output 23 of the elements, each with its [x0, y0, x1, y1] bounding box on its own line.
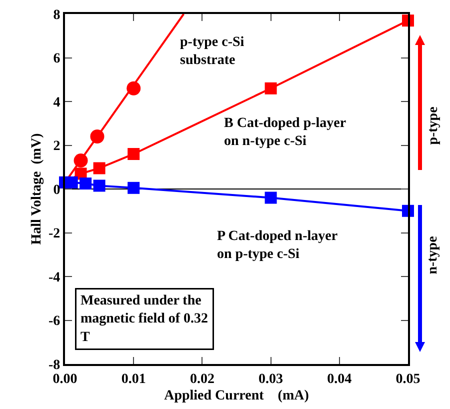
- x-tick-label: 0.05: [396, 372, 420, 387]
- y-axis-title: Hall Voltage (mV): [30, 132, 45, 245]
- y-tick-label: 0: [53, 182, 60, 198]
- y-tick-label: -8: [48, 358, 60, 373]
- x-tick-label: 0.04: [327, 372, 352, 387]
- x-tick-label: 0.00: [52, 372, 78, 387]
- text: p-type: [426, 106, 441, 145]
- y-tick-label: 2: [53, 139, 60, 154]
- x-axis-title: Applied Current (mA): [164, 388, 310, 404]
- y-tick-label: 8: [53, 8, 60, 23]
- y-tick-label: -2: [48, 226, 60, 242]
- x-tick-label: 0.02: [190, 372, 214, 387]
- x-tick-label: 0.01: [121, 372, 146, 387]
- series-label: P Cat-doped n-layer on p-type c-Si: [217, 229, 338, 262]
- series-label: B Cat-doped p-layer on n-type c-Si: [224, 116, 346, 150]
- x-tick-label: 0.03: [258, 372, 284, 387]
- y-tick-label: 4: [53, 95, 60, 110]
- text: n-type: [425, 236, 440, 274]
- y-tick-label: -6: [48, 314, 60, 330]
- y-tick-label: -4: [48, 270, 60, 286]
- y-tick-label: 6: [53, 52, 60, 67]
- annotation: Measured under the magnetic field of 0.32 T: [80, 294, 208, 345]
- series-label: p-type c-Si substrate: [180, 35, 244, 68]
